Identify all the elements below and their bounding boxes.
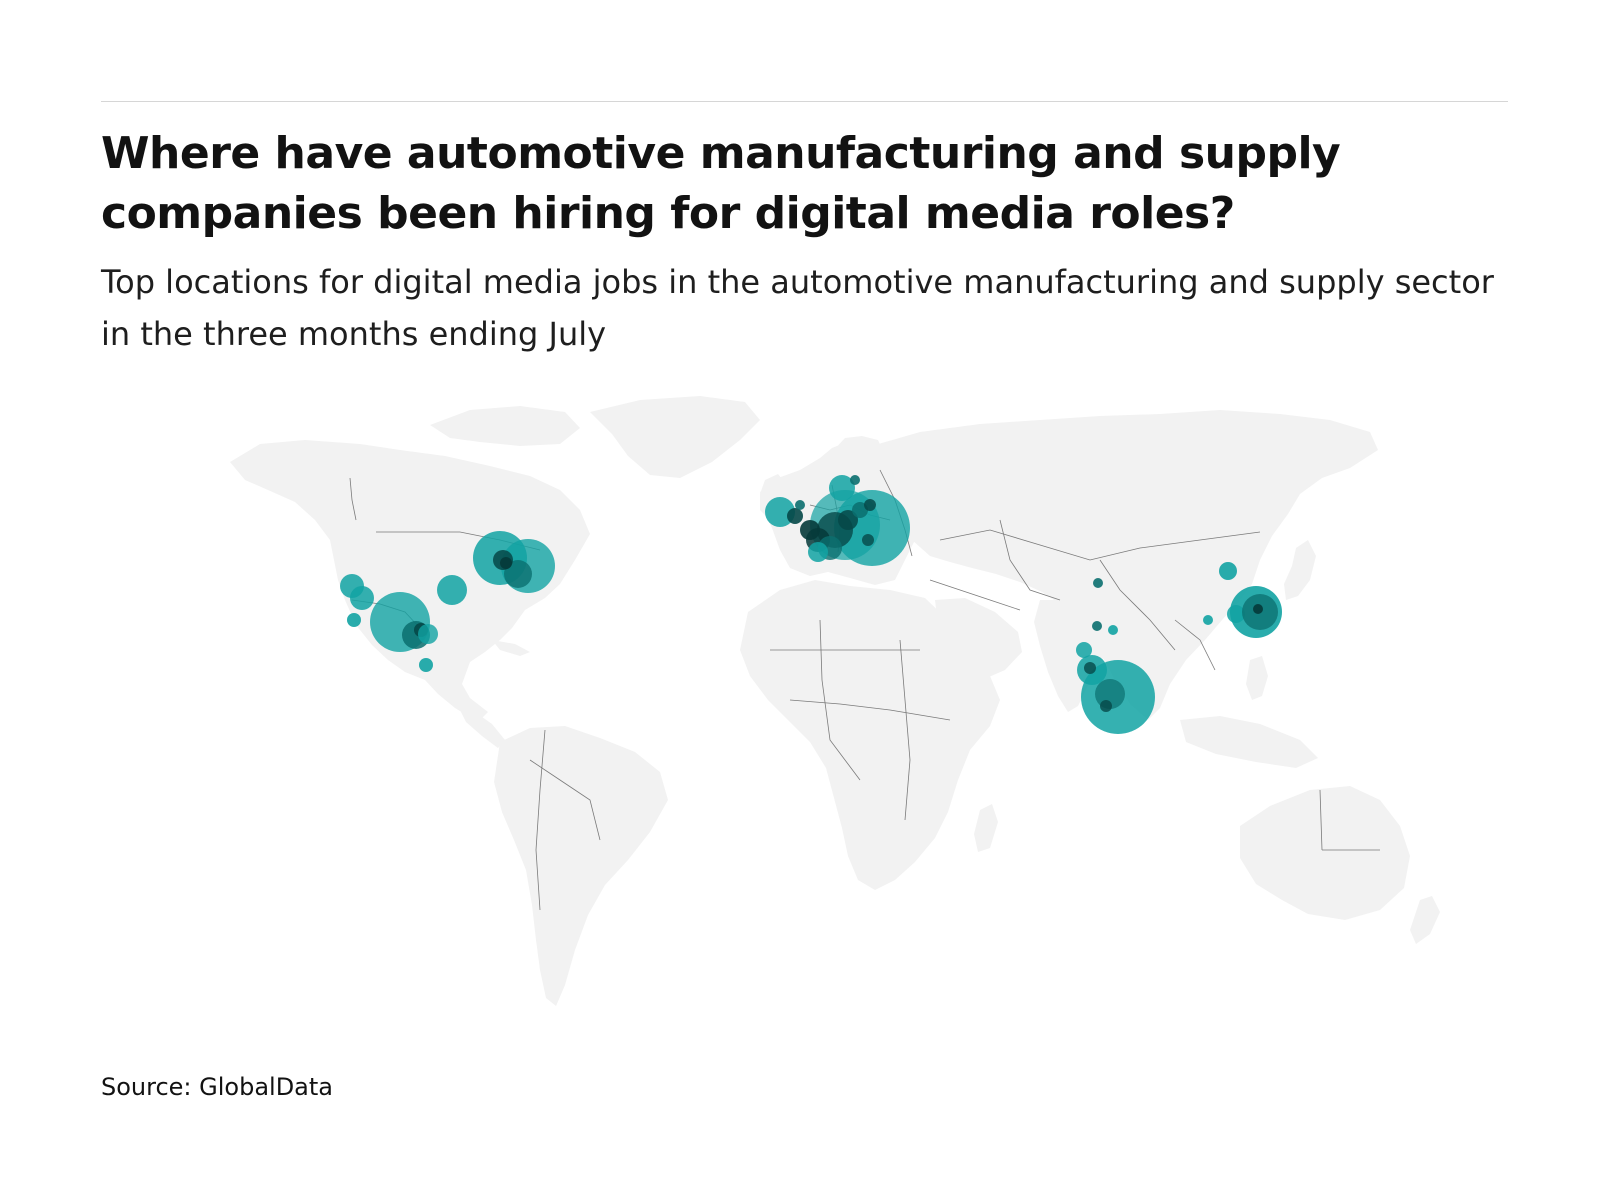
- location-bubble: [418, 624, 438, 644]
- location-bubble: [838, 510, 858, 530]
- source-note: Source: GlobalData: [101, 1073, 334, 1101]
- central-america: [455, 700, 505, 748]
- location-bubble: [350, 586, 374, 610]
- madagascar: [974, 804, 998, 852]
- location-bubble: [1092, 621, 1102, 631]
- caribbean: [492, 640, 530, 656]
- top-divider: [101, 101, 1508, 102]
- location-bubble: [347, 613, 361, 627]
- border-asia-4: [1174, 619, 1216, 671]
- location-bubble: [1093, 578, 1103, 588]
- location-bubble: [419, 658, 433, 672]
- asia: [875, 410, 1378, 720]
- new-zealand: [1410, 896, 1440, 944]
- border-africa-3: [899, 639, 911, 821]
- location-bubble: [787, 508, 803, 524]
- location-bubble: [1219, 562, 1237, 580]
- location-bubble: [808, 542, 828, 562]
- north-america: [230, 440, 590, 722]
- location-bubble: [1076, 642, 1092, 658]
- location-bubble: [852, 502, 868, 518]
- border-middle-east: [929, 579, 1021, 611]
- location-bubble: [862, 534, 874, 546]
- location-bubble: [437, 575, 467, 605]
- border-africa-2: [819, 619, 861, 781]
- border-asia-2: [999, 519, 1061, 601]
- location-bubbles: [340, 475, 1282, 734]
- location-bubble: [1084, 662, 1096, 674]
- border-south-america-2: [535, 729, 546, 911]
- location-bubble: [500, 557, 512, 569]
- border-alaska: [349, 477, 357, 521]
- south-america: [494, 726, 668, 1006]
- border-asia-3: [1099, 559, 1176, 651]
- philippines: [1246, 656, 1268, 700]
- southeast-asia-islands: [1180, 716, 1318, 768]
- chart-subtitle: Top locations for digital media jobs in …: [101, 263, 1494, 353]
- location-bubble: [504, 560, 532, 588]
- country-borders: [349, 469, 1380, 911]
- border-asia-1: [939, 529, 1261, 561]
- border-south-america-1: [529, 759, 601, 841]
- greenland: [590, 396, 760, 478]
- location-bubble: [864, 499, 876, 511]
- location-bubble: [800, 520, 820, 540]
- border-australia: [1319, 789, 1380, 851]
- location-bubble: [1203, 615, 1213, 625]
- location-bubble: [1253, 604, 1263, 614]
- japan: [1284, 540, 1316, 600]
- chart-title: Where have automotive manufacturing and …: [101, 128, 1341, 239]
- scandinavia: [820, 436, 885, 482]
- location-bubble: [795, 500, 805, 510]
- africa: [740, 580, 1000, 890]
- location-bubble: [1100, 700, 1112, 712]
- border-africa-4: [789, 699, 951, 721]
- location-bubble: [1108, 625, 1118, 635]
- arctic-islands: [430, 406, 580, 446]
- location-bubble: [850, 475, 860, 485]
- australia: [1240, 786, 1410, 920]
- location-bubble: [765, 497, 795, 527]
